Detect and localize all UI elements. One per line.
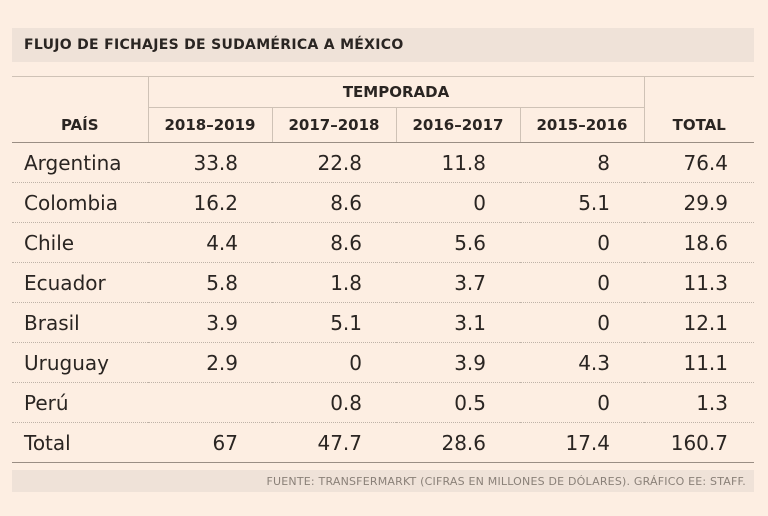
total-header: TOTAL — [643, 107, 754, 143]
country-cell: Argentina — [12, 142, 148, 183]
column-header: 2017–2018 — [271, 107, 396, 143]
table-row: Uruguay 2.9 0 3.9 4.3 11.1 — [12, 342, 754, 383]
value-cell: 67 — [148, 422, 272, 463]
group-header: TEMPORADA — [147, 76, 644, 108]
total-cell: 12.1 — [644, 302, 754, 343]
total-cell: 11.3 — [644, 262, 754, 303]
value-cell: 3.7 — [396, 262, 520, 303]
value-cell: 5.8 — [148, 262, 272, 303]
total-cell: 76.4 — [644, 142, 754, 183]
total-cell: 29.9 — [644, 182, 754, 223]
country-cell: Chile — [12, 222, 148, 263]
value-cell: 0.8 — [272, 382, 396, 423]
value-cell: 8 — [520, 142, 644, 183]
value-cell: 28.6 — [396, 422, 520, 463]
source-bar: FUENTE: TRANSFERMARKT (CIFRAS EN MILLONE… — [12, 470, 754, 492]
total-cell: 160.7 — [644, 422, 754, 463]
value-cell: 4.4 — [148, 222, 272, 263]
column-header: 2016–2017 — [395, 107, 520, 143]
column-header: 2018–2019 — [147, 107, 272, 143]
total-row: Total 67 47.7 28.6 17.4 160.7 — [12, 422, 754, 463]
row-header: PAÍS — [12, 107, 148, 143]
value-cell: 0 — [520, 222, 644, 263]
column-header: 2015–2016 — [519, 107, 644, 143]
value-cell: 47.7 — [272, 422, 396, 463]
value-cell: 2.9 — [148, 342, 272, 383]
data-table: TEMPORADA PAÍS 2018–2019 2017–2018 2016–… — [12, 76, 754, 463]
value-cell: 33.8 — [148, 142, 272, 183]
value-cell: 8.6 — [272, 182, 396, 223]
table-row: Chile 4.4 8.6 5.6 0 18.6 — [12, 222, 754, 263]
source-note: FUENTE: TRANSFERMARKT (CIFRAS EN MILLONE… — [266, 474, 746, 488]
value-cell: 5.6 — [396, 222, 520, 263]
table-body: Argentina 33.8 22.8 11.8 8 76.4 Colombia 16.2 8.… — [12, 142, 754, 463]
table-row: Argentina 33.8 22.8 11.8 8 76.4 — [12, 142, 754, 183]
value-cell: 5.1 — [272, 302, 396, 343]
country-cell: Perú — [12, 382, 148, 423]
total-header-top — [643, 76, 754, 108]
value-cell: 16.2 — [148, 182, 272, 223]
country-cell: Colombia — [12, 182, 148, 223]
table-row: Brasil 3.9 5.1 3.1 0 12.1 — [12, 302, 754, 343]
value-cell: 0 — [396, 182, 520, 223]
country-cell: Ecuador — [12, 262, 148, 303]
value-cell: 0 — [520, 382, 644, 423]
value-cell: 3.9 — [148, 302, 272, 343]
total-cell: 1.3 — [644, 382, 754, 423]
title-bar: FLUJO DE FICHAJES DE SUDAMÉRICA A MÉXICO — [12, 28, 754, 62]
total-label: Total — [12, 422, 148, 463]
value-cell — [148, 382, 272, 423]
value-cell: 1.8 — [272, 262, 396, 303]
value-cell: 0 — [520, 262, 644, 303]
value-cell: 0 — [520, 302, 644, 343]
table-row: Ecuador 5.8 1.8 3.7 0 11.3 — [12, 262, 754, 303]
value-cell: 11.8 — [396, 142, 520, 183]
table-row: Perú 0.8 0.5 0 1.3 — [12, 382, 754, 423]
table-row: Colombia 16.2 8.6 0 5.1 29.9 — [12, 182, 754, 223]
value-cell: 3.1 — [396, 302, 520, 343]
chart-title: FLUJO DE FICHAJES DE SUDAMÉRICA A MÉXICO — [24, 37, 404, 53]
value-cell: 4.3 — [520, 342, 644, 383]
value-cell: 22.8 — [272, 142, 396, 183]
value-cell: 0 — [272, 342, 396, 383]
value-cell: 3.9 — [396, 342, 520, 383]
value-cell: 5.1 — [520, 182, 644, 223]
country-cell: Brasil — [12, 302, 148, 343]
value-cell: 0.5 — [396, 382, 520, 423]
value-cell: 17.4 — [520, 422, 644, 463]
total-cell: 11.1 — [644, 342, 754, 383]
total-cell: 18.6 — [644, 222, 754, 263]
corner-cell — [12, 76, 148, 108]
country-cell: Uruguay — [12, 342, 148, 383]
value-cell: 8.6 — [272, 222, 396, 263]
